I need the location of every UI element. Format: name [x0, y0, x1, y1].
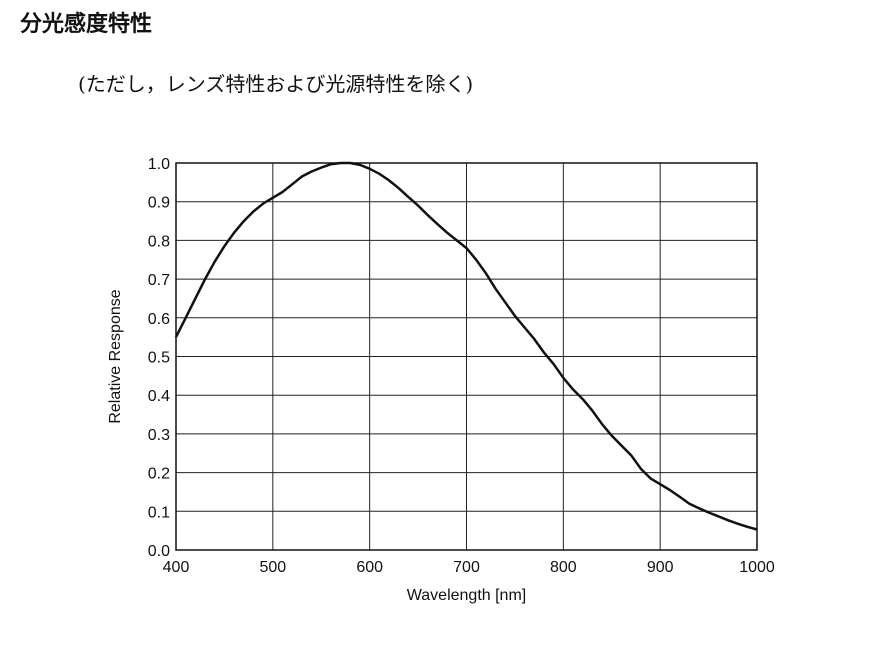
x-tick-label: 800 — [550, 559, 577, 576]
x-tick-label: 400 — [163, 559, 190, 576]
y-tick-label: 0.4 — [148, 388, 170, 405]
x-tick-label: 500 — [259, 559, 286, 576]
x-tick-label: 900 — [647, 559, 674, 576]
page-note: (ただし，レンズ特性および光源特性を除く) — [78, 72, 474, 96]
response-curve — [174, 161, 758, 531]
x-tick-label: 600 — [356, 559, 383, 576]
y-axis-label: Relative Response — [107, 289, 124, 423]
y-tick-label: 0.8 — [148, 233, 170, 250]
x-axis-label: Wavelength [nm] — [407, 587, 526, 604]
x-tick-label: 1000 — [739, 559, 775, 576]
y-tick-label: 1.0 — [148, 156, 170, 173]
y-tick-label: 0.5 — [148, 350, 170, 367]
y-tick-label: 0.1 — [148, 504, 170, 521]
y-tick-label: 0.3 — [148, 427, 170, 444]
y-tick-label: 0.9 — [148, 195, 170, 212]
y-tick-label: 0.6 — [148, 311, 170, 328]
y-tick-label: 0.0 — [148, 543, 170, 560]
page-title: 分光感度特性 — [20, 12, 153, 37]
y-tick-label: 0.7 — [148, 272, 170, 289]
plot-frame — [175, 162, 758, 551]
x-tick-label: 700 — [453, 559, 480, 576]
y-tick-label: 0.2 — [148, 466, 170, 483]
